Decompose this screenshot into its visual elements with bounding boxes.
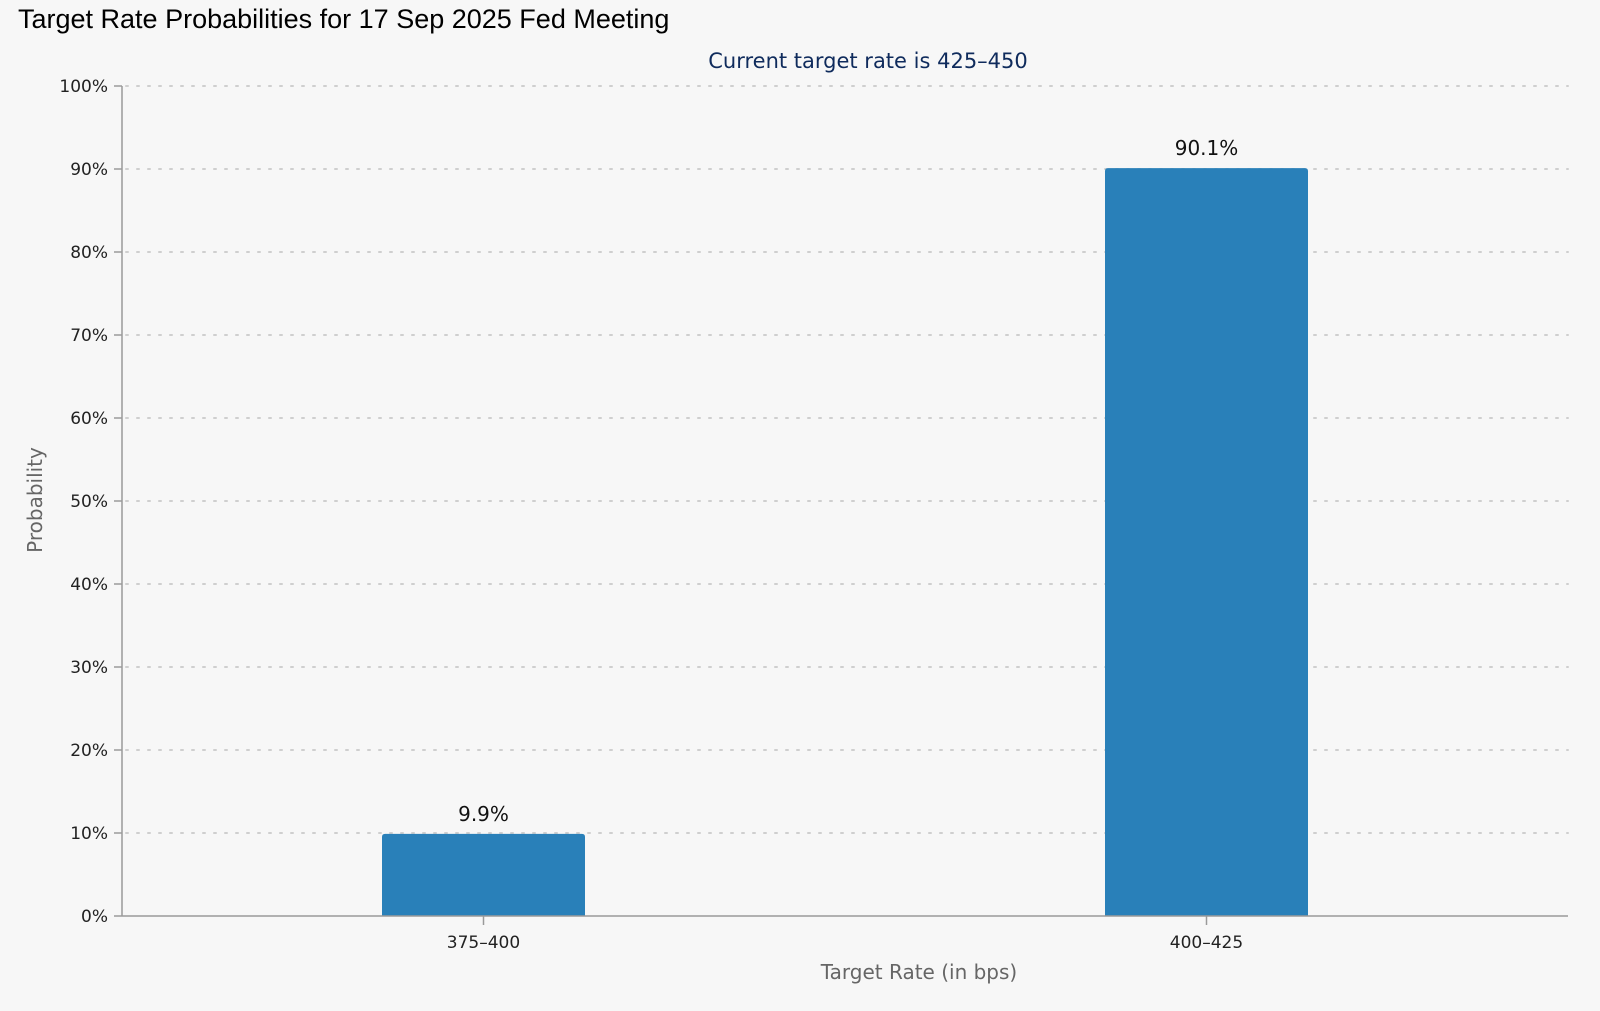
data-label: 9.9% bbox=[458, 802, 509, 826]
y-tick-label: 0% bbox=[81, 907, 108, 927]
data-labels: 9.9% 90.1% bbox=[458, 136, 1238, 826]
x-axis-ticks: 375–400 400–425 bbox=[447, 916, 1243, 953]
y-tick-label: 80% bbox=[70, 243, 108, 263]
y-tick-label: 60% bbox=[70, 409, 108, 429]
data-label: 90.1% bbox=[1175, 136, 1239, 160]
y-tick-label: 10% bbox=[70, 824, 108, 844]
gridlines bbox=[125, 85, 1569, 834]
y-tick-label: 90% bbox=[70, 160, 108, 180]
y-tick-label: 30% bbox=[70, 658, 108, 678]
bars bbox=[382, 168, 1308, 917]
y-axis-ticks: 0% 10% 20% 30% 40% 50% 60% 70% 80% 90% 100% bbox=[59, 77, 122, 927]
y-tick-label: 20% bbox=[70, 741, 108, 761]
chart-title: Target Rate Probabilities for 17 Sep 202… bbox=[18, 4, 670, 34]
y-tick-label: 100% bbox=[59, 77, 108, 97]
x-axis-title: Target Rate (in bps) bbox=[820, 960, 1017, 984]
bar-2 bbox=[1105, 168, 1308, 917]
bar-1 bbox=[382, 833, 585, 916]
x-tick-label: 400–425 bbox=[1170, 933, 1243, 953]
x-tick-label: 375–400 bbox=[447, 933, 520, 953]
y-tick-label: 70% bbox=[70, 326, 108, 346]
y-tick-label: 50% bbox=[70, 492, 108, 512]
chart-subtitle: Current target rate is 425–450 bbox=[708, 49, 1028, 73]
y-axis-title: Probability bbox=[23, 447, 47, 553]
y-tick-label: 40% bbox=[70, 575, 108, 595]
